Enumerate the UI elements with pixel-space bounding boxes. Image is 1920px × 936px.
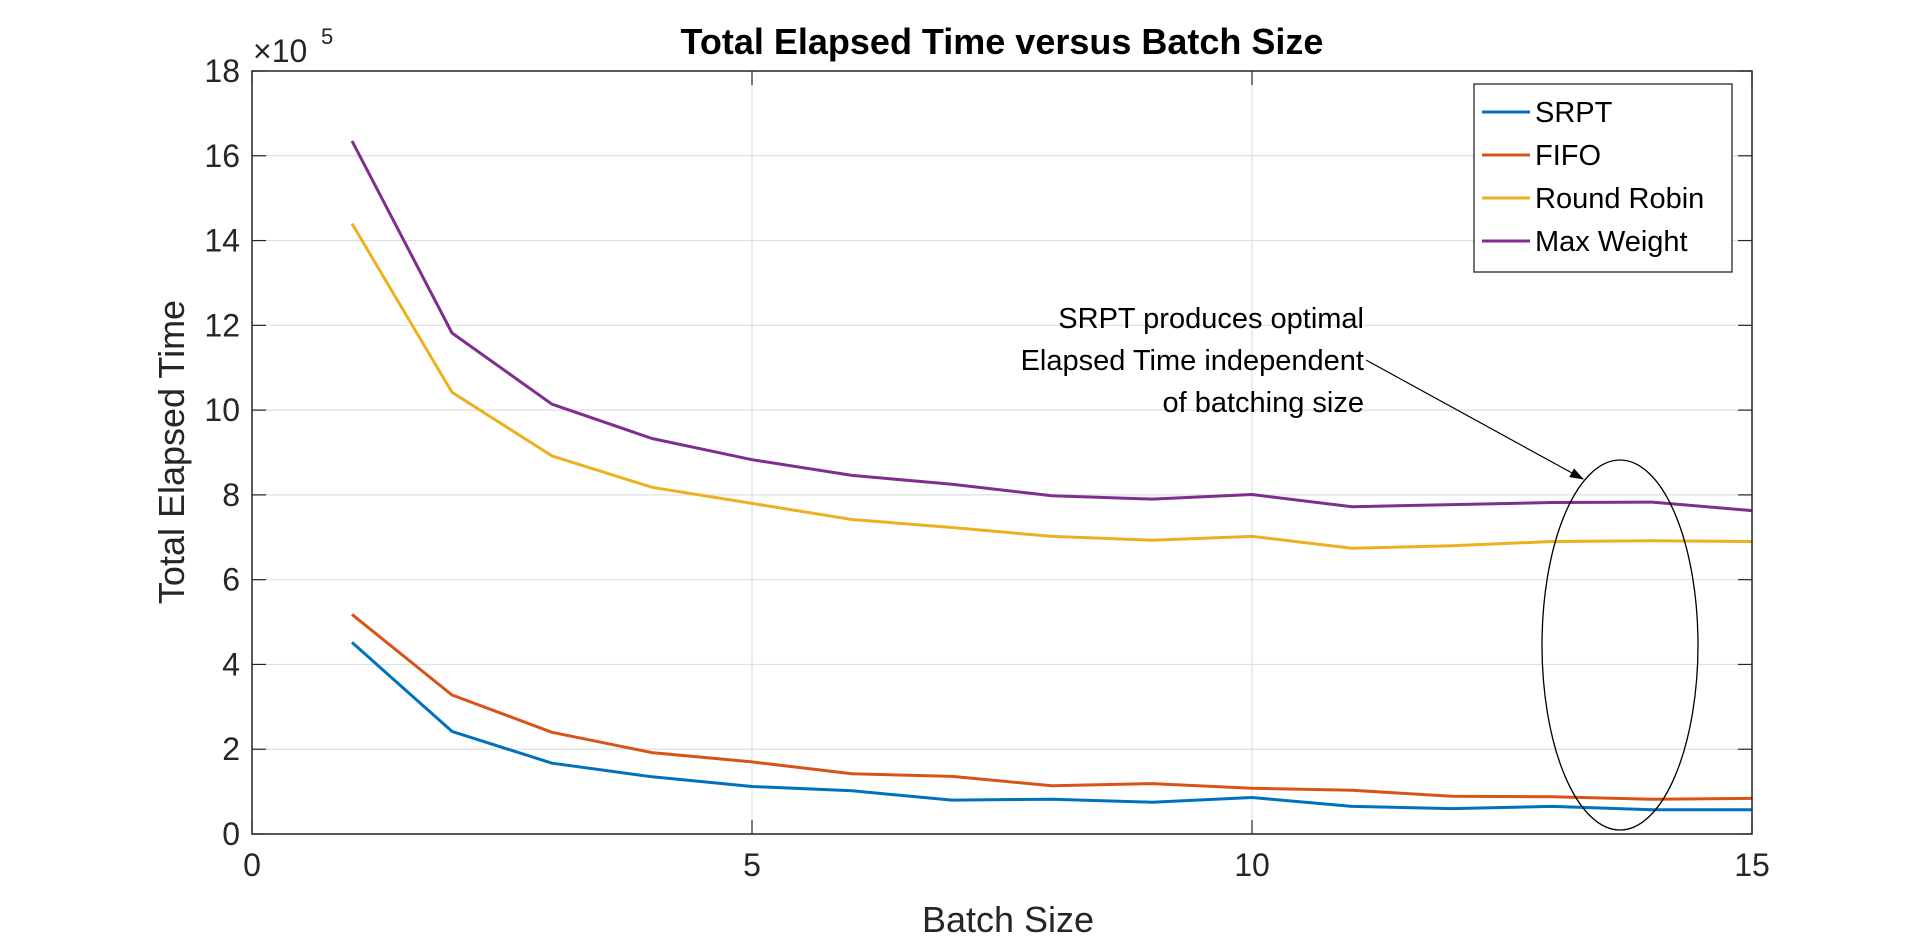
y-tick-label: 12 [204, 307, 240, 343]
y-tick-label: 8 [222, 477, 240, 513]
annotation-line-3: of batching size [1162, 387, 1364, 419]
annotation-line-2: Elapsed Time independent [1021, 345, 1364, 377]
y-exponent: ×10 5 [253, 24, 333, 69]
series-group [350, 140, 1753, 812]
y-tick-label: 0 [222, 816, 240, 852]
x-tick-label: 0 [243, 847, 261, 883]
annotation: SRPT produces optimal Elapsed Time indep… [1021, 303, 1699, 831]
y-axis-label: Total Elapsed Time [151, 300, 192, 604]
legend: SRPT FIFO Round Robin Max Weight [1473, 83, 1733, 273]
legend-label-srpt: SRPT [1535, 97, 1613, 129]
x-axis-label: Batch Size [922, 899, 1094, 936]
series-line-max-weight [350, 140, 1753, 513]
axes-box [251, 70, 1753, 835]
annotation-line-1: SRPT produces optimal [1058, 303, 1364, 335]
series-line-round-robin [350, 222, 1753, 550]
x-tick-label: 15 [1734, 847, 1770, 883]
annotation-arrow [1365, 359, 1584, 480]
legend-label-max-weight: Max Weight [1535, 226, 1688, 258]
x-tick-label: 5 [743, 847, 761, 883]
annotation-ellipse [1541, 459, 1699, 831]
y-tick-label: 10 [204, 392, 240, 428]
axes [251, 70, 1753, 835]
y-exponent-power: 5 [321, 24, 333, 49]
legend-label-round-robin: Round Robin [1535, 183, 1704, 215]
x-tick-label: 10 [1234, 847, 1270, 883]
y-tick-label: 4 [222, 646, 240, 682]
y-tick-label: 14 [204, 223, 240, 259]
legend-label-fifo: FIFO [1535, 140, 1601, 172]
y-tick-label: 6 [222, 562, 240, 598]
chart-title: Total Elapsed Time versus Batch Size [681, 21, 1324, 62]
series-line-fifo [351, 613, 1753, 801]
y-tick-label: 18 [204, 53, 240, 89]
series-line-srpt [351, 641, 1752, 812]
y-tick-label: 2 [222, 731, 240, 767]
tick-labels: 0 2 4 6 8 10 12 14 16 18 0 5 10 15 [204, 53, 1769, 883]
y-tick-label: 16 [204, 138, 240, 174]
y-exponent-base: ×10 [253, 33, 307, 69]
